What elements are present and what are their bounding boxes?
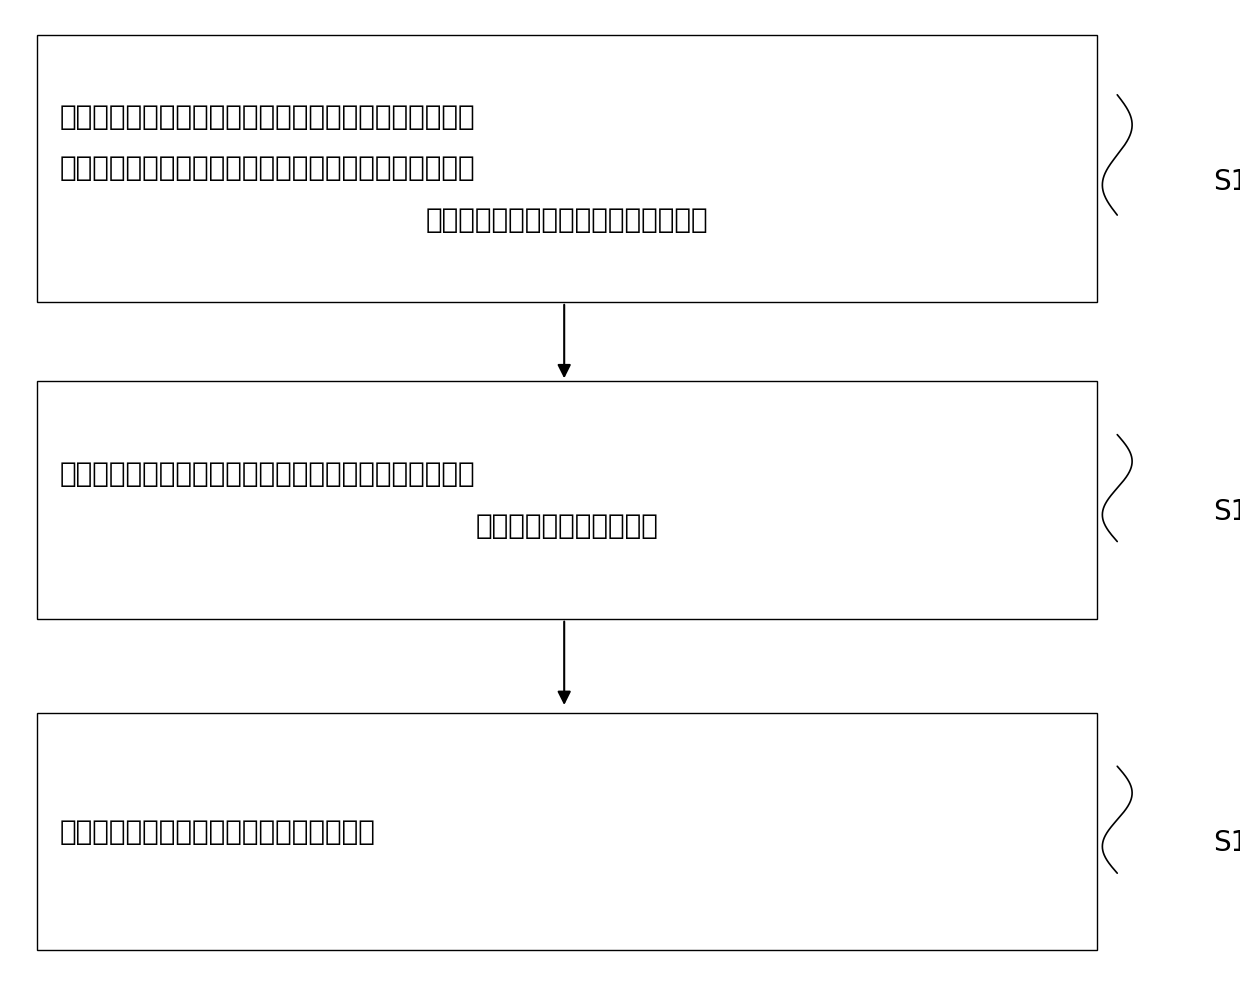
Text: 虚拟骨骼模型均为独立的固体材料构件: 虚拟骨骼模型均为独立的固体材料构件 [427, 206, 708, 234]
Text: S12: S12 [1213, 167, 1240, 196]
Text: 基于目标动作调整部分骨骼模型的属性参数: 基于目标动作调整部分骨骼模型的属性参数 [60, 818, 376, 845]
Text: S16: S16 [1213, 830, 1240, 857]
Bar [37, 35, 1097, 302]
Bar [37, 381, 1097, 619]
Text: 获取虚拟游戏角色的骨骼结构信息，其中，骨骼结构信息: 获取虚拟游戏角色的骨骼结构信息，其中，骨骼结构信息 [60, 103, 475, 131]
Bar [37, 713, 1097, 950]
Text: S14: S14 [1213, 498, 1240, 526]
Text: 根据骨骼结构信息确定与虚拟游戏角色待执行的目标动作: 根据骨骼结构信息确定与虚拟游戏角色待执行的目标动作 [60, 460, 475, 488]
Text: 包括：用于拼接虚拟游戏角色的多个虚拟骨骼模型，每个: 包括：用于拼接虚拟游戏角色的多个虚拟骨骼模型，每个 [60, 154, 475, 182]
Text: 关联的部分虚拟骨骼模型: 关联的部分虚拟骨骼模型 [476, 512, 658, 540]
